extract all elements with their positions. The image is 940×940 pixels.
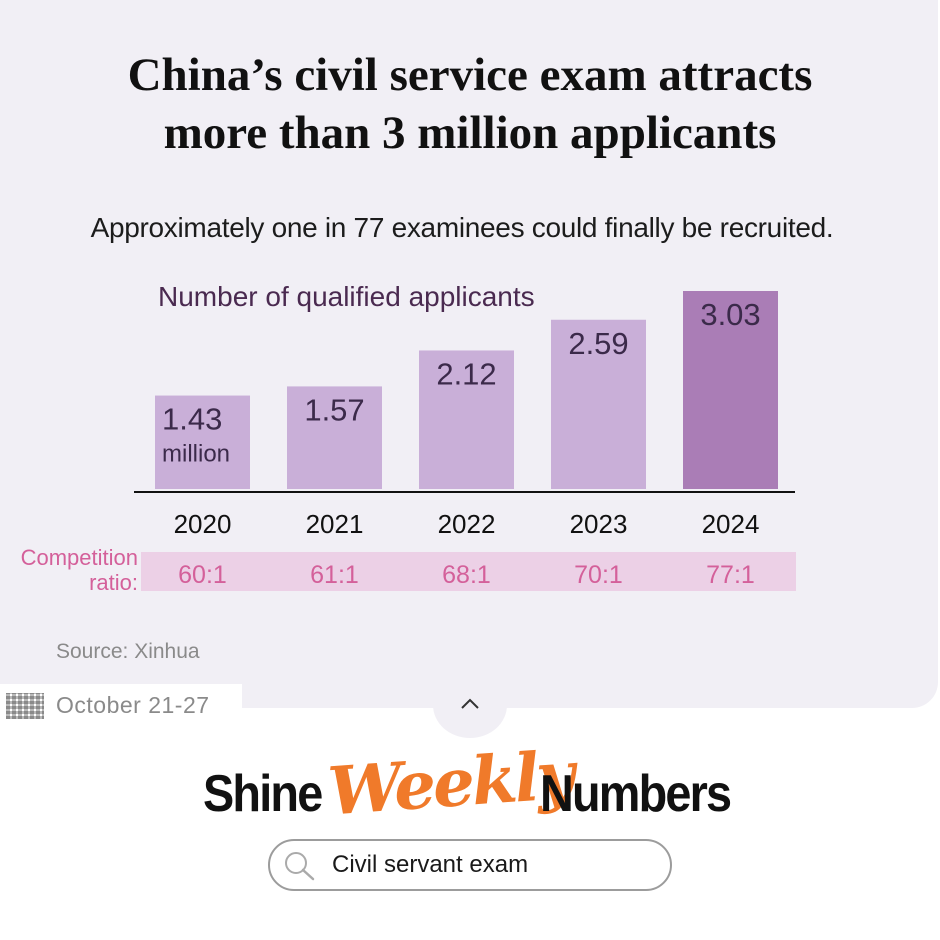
chevron-up-icon xyxy=(461,698,479,709)
ratio-value: 68:1 xyxy=(442,561,491,589)
bar xyxy=(287,386,382,489)
bar-value-label: 2.12 xyxy=(436,356,496,391)
x-tick-label: 2021 xyxy=(306,509,364,539)
page-title: China’s civil service exam attracts more… xyxy=(0,46,940,162)
date-range: October 21-27 xyxy=(56,692,210,718)
x-tick-label: 2022 xyxy=(438,509,496,539)
title-line-1: China’s civil service exam attracts xyxy=(127,49,813,101)
date-tab: October 21-27 xyxy=(0,684,242,728)
chart-title: Number of qualified applicants xyxy=(158,281,535,312)
bar-value-label: 1.43 xyxy=(162,402,222,437)
bar xyxy=(419,350,514,489)
search-icon xyxy=(285,852,315,881)
x-tick-label: 2020 xyxy=(174,509,232,539)
bar-value-label: 1.57 xyxy=(304,392,364,427)
ratio-value: 61:1 xyxy=(310,561,359,589)
ratio-value: 60:1 xyxy=(178,561,227,589)
ratio-value: 77:1 xyxy=(706,561,755,589)
bar-unit-label: million xyxy=(162,441,230,468)
subtitle: Approximately one in 77 examinees could … xyxy=(90,212,834,243)
bar xyxy=(551,319,646,489)
bar-chart: Number of qualified applicants Competitio… xyxy=(21,281,796,595)
ratio-label-line-1: Competition xyxy=(21,545,138,570)
x-tick-label: 2023 xyxy=(570,509,628,539)
calendar-grid-icon xyxy=(6,693,44,719)
brand-word-weekly: Weekly xyxy=(325,735,575,831)
ratio-band xyxy=(141,552,796,591)
title-line-2: more than 3 million applicants xyxy=(163,107,777,159)
brand-logo: Shine Weekly Numbers xyxy=(0,736,940,838)
brand-word-shine: Shine xyxy=(203,765,323,823)
source-note: Source: Xinhua xyxy=(56,640,200,663)
bar-value-label: 2.59 xyxy=(568,326,628,361)
ratio-label-line-2: ratio: xyxy=(89,570,138,595)
search-box[interactable]: Civil servant exam xyxy=(268,839,672,891)
bar xyxy=(683,291,778,489)
collapse-button[interactable] xyxy=(433,672,507,738)
bar xyxy=(155,395,250,489)
ratio-value: 70:1 xyxy=(574,561,623,589)
infographic-card: China’s civil service exam attracts more… xyxy=(0,0,938,708)
brand-word-numbers: Numbers xyxy=(540,765,732,823)
bar-value-label: 3.03 xyxy=(700,297,760,332)
search-query: Civil servant exam xyxy=(332,851,529,878)
x-tick-label: 2024 xyxy=(702,509,760,539)
